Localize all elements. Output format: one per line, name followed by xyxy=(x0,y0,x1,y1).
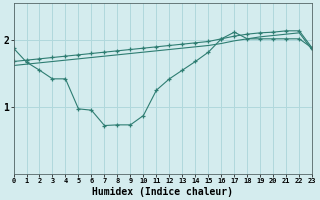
X-axis label: Humidex (Indice chaleur): Humidex (Indice chaleur) xyxy=(92,186,233,197)
